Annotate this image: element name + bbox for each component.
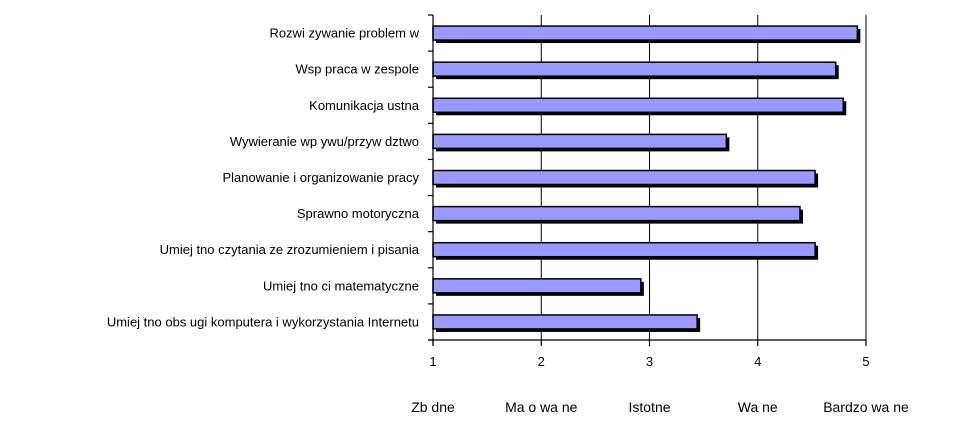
axes bbox=[428, 14, 867, 346]
category-label-2: Wsp praca w zespole bbox=[295, 62, 419, 77]
category-label-7: Umiej tno czytania ze zrozumieniem i pis… bbox=[160, 242, 420, 257]
category-label-3: Komunikacja ustna bbox=[309, 98, 420, 113]
bar-5 bbox=[432, 169, 816, 186]
x-tick-label-3: 3 bbox=[646, 354, 653, 369]
bar-1 bbox=[432, 25, 859, 41]
category-label-5: Planowanie i organizowanie pracy bbox=[222, 170, 419, 185]
x-tick-label-4: 4 bbox=[754, 354, 761, 369]
bar-2 bbox=[432, 61, 837, 77]
category-label-9: Umiej tno obs ugi komputera i wykorzysta… bbox=[107, 314, 419, 329]
tick-labels: 1 2 3 4 5 bbox=[429, 354, 869, 369]
x-tick-label-1: 1 bbox=[429, 354, 436, 369]
scale-label-5: Bardzo wa ne bbox=[823, 399, 909, 415]
bar-3 bbox=[432, 97, 845, 114]
x-tick-label-2: 2 bbox=[538, 354, 545, 369]
scale-label-1: Zb dne bbox=[411, 399, 455, 415]
category-labels: Rozwi zywanie problem w Wsp praca w zespo… bbox=[107, 26, 420, 330]
bar-7 bbox=[432, 241, 816, 258]
scale-labels: Zb dne Ma o wa ne Istotne Wa ne Bardzo wa ne bbox=[411, 399, 909, 415]
category-label-4: Wywieranie wp ywu/przyw dztwo bbox=[230, 134, 419, 149]
bar-4 bbox=[432, 133, 728, 150]
bar-8 bbox=[432, 278, 642, 294]
bar-6 bbox=[432, 205, 801, 222]
x-tick-label-5: 5 bbox=[862, 354, 869, 369]
category-label-6: Sprawno motoryczna bbox=[297, 206, 420, 221]
category-label-1: Rozwi zywanie problem w bbox=[269, 26, 419, 41]
bars bbox=[432, 25, 861, 332]
scale-label-3: Istotne bbox=[628, 399, 670, 415]
scale-label-2: Ma o wa ne bbox=[505, 399, 578, 415]
bar-9 bbox=[432, 314, 698, 330]
scale-label-4: Wa ne bbox=[738, 399, 778, 415]
category-label-8: Umiej tno ci matematyczne bbox=[263, 278, 419, 293]
